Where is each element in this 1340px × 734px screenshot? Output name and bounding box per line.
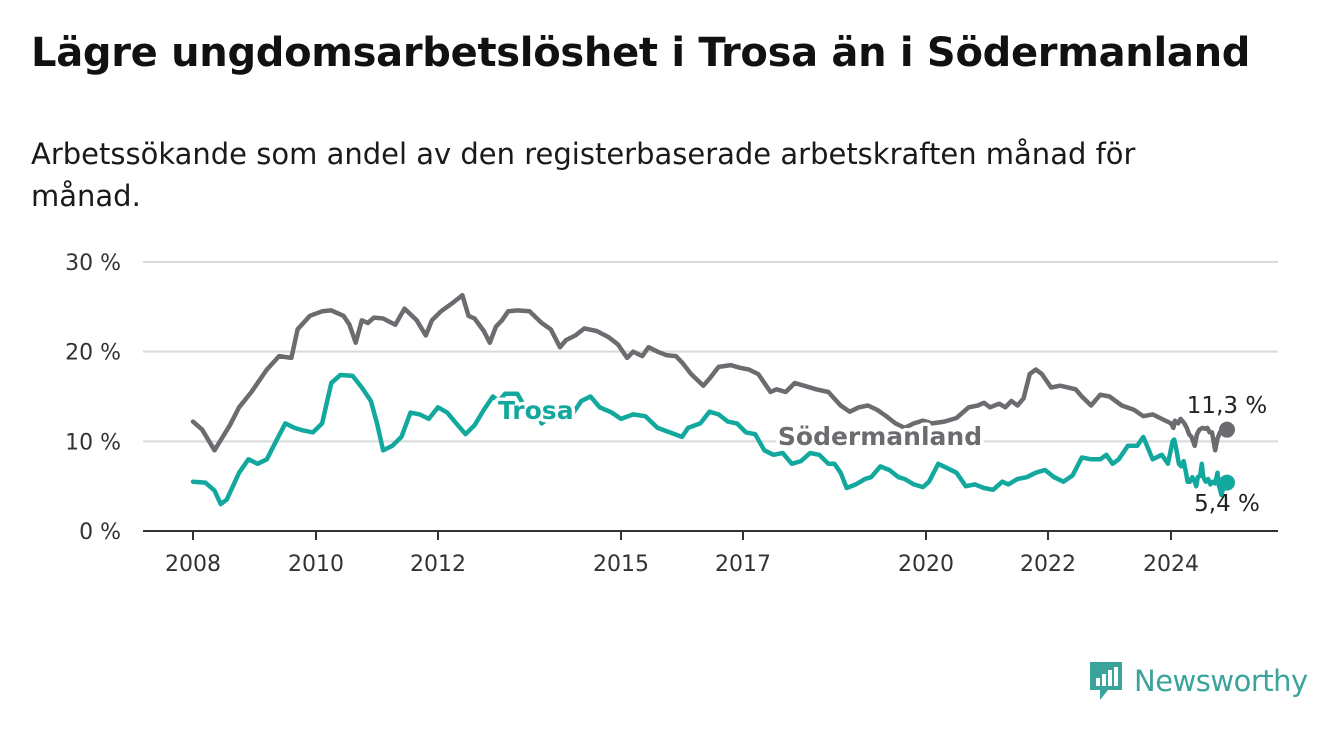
end-label-sodermanland: 11,3 %: [1187, 393, 1267, 419]
x-tick-label: 2022: [1020, 552, 1076, 577]
series-line-trosa: [190, 372, 1230, 507]
series-line-södermanland: [190, 292, 1230, 453]
y-tick-label: 30 %: [65, 251, 121, 276]
chart-subtitle: Arbetssökande som andel av den registerb…: [31, 137, 1136, 213]
line-chart: 0 % 10 % 20 % 30 % 2008 2010 2012 2015 2017 2020…: [65, 251, 1278, 577]
y-tick-label: 0 %: [79, 520, 121, 545]
x-tick-label: 2008: [165, 552, 221, 577]
series-lines: [190, 292, 1235, 507]
y-axis-ticks: 0 % 10 % 20 % 30 %: [65, 251, 121, 545]
series-end-point: [1219, 421, 1235, 438]
x-axis: 2008 2010 2012 2015 2017 2020 2022 2024: [143, 530, 1278, 577]
y-tick-label: 10 %: [65, 430, 121, 455]
x-tick-label: 2012: [410, 552, 466, 577]
brand-logo: Newsworthy: [1088, 660, 1308, 702]
newsworthy-logo-icon: [1090, 662, 1122, 700]
x-tick-label: 2024: [1143, 552, 1199, 577]
x-tick-label: 2020: [898, 552, 954, 577]
x-tick-label: 2010: [288, 552, 344, 577]
x-tick-label: 2015: [593, 552, 649, 577]
end-label-trosa: 5,4 %: [1194, 491, 1260, 517]
chart-title: Lägre ungdomsarbetslöshet i Trosa än i S…: [31, 30, 1251, 76]
series-label-trosa: Trosa: [498, 396, 574, 425]
grid-lines: [143, 261, 1278, 443]
series-end-point: [1219, 474, 1235, 491]
x-tick-label: 2017: [715, 552, 771, 577]
y-tick-label: 20 %: [65, 341, 121, 366]
series-label-trosa-halo: Trosa: [498, 396, 574, 425]
series-label-sodermanland-halo: Södermanland: [778, 422, 982, 451]
brand-name: Newsworthy: [1134, 664, 1308, 698]
series-label-sodermanland: Södermanland: [778, 422, 982, 451]
